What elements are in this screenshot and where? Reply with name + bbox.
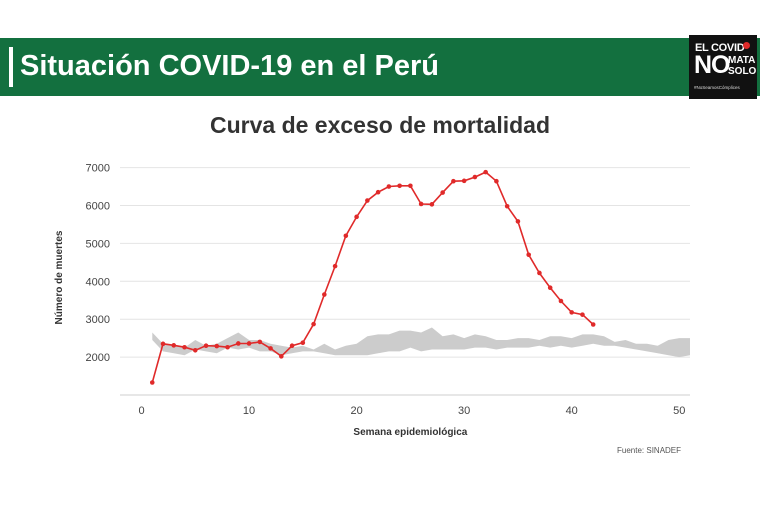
- x-tick-label: 40: [566, 405, 578, 417]
- logo-line-1: EL COVID: [695, 42, 745, 54]
- data-point: [354, 214, 359, 220]
- chart-gridlines: [120, 167, 690, 358]
- banner-accent-bar: [9, 47, 13, 87]
- data-point: [203, 343, 209, 349]
- x-tick-label: 50: [673, 405, 685, 417]
- x-tick-label: 10: [243, 405, 255, 417]
- x-axis-ticks: 0 10 20 30 40 50: [138, 405, 685, 417]
- data-point: [214, 343, 220, 349]
- data-point: [192, 347, 198, 353]
- data-point: [225, 344, 230, 350]
- data-point: [558, 298, 564, 304]
- data-point: [440, 190, 445, 195]
- data-point: [418, 201, 424, 207]
- data-point: [397, 183, 402, 189]
- data-point: [343, 233, 349, 239]
- data-point: [149, 380, 155, 385]
- data-point: [365, 198, 370, 203]
- x-tick-label: 0: [138, 405, 144, 417]
- expected-range-band: [152, 327, 691, 358]
- band-area: [152, 327, 691, 358]
- data-point: [429, 202, 435, 207]
- data-point: [483, 169, 488, 175]
- data-point: [386, 184, 392, 189]
- logo-line-2: NO: [694, 51, 730, 79]
- banner-title: Situación COVID-19 en el Perú: [20, 50, 439, 82]
- y-axis-ticks: 2000 3000 4000 5000 6000 7000: [86, 163, 110, 365]
- y-tick-label: 6000: [86, 200, 110, 212]
- data-point: [268, 346, 273, 351]
- source-note: Fuente: SINADEF: [617, 446, 682, 455]
- y-tick-label: 3000: [86, 314, 110, 326]
- data-point: [408, 183, 413, 189]
- data-point: [182, 344, 187, 350]
- virus-icon: [743, 42, 750, 49]
- x-tick-label: 30: [458, 405, 470, 417]
- campaign-logo: EL COVID NO MATA SOLO #NoSeamosCómplices: [689, 35, 757, 99]
- deaths-series: [149, 169, 596, 385]
- logo-line-4: SOLO: [728, 66, 757, 77]
- y-tick-label: 7000: [86, 163, 110, 175]
- data-point: [236, 341, 241, 346]
- data-point: [590, 322, 596, 327]
- data-point: [494, 178, 499, 184]
- y-tick-label: 2000: [86, 352, 110, 364]
- data-point: [279, 354, 284, 359]
- data-point: [569, 310, 574, 315]
- data-point: [472, 174, 478, 180]
- data-point: [332, 263, 338, 269]
- logo-hashtag: #NoSeamosCómplices: [694, 85, 740, 90]
- y-tick-label: 5000: [86, 238, 110, 250]
- data-point: [246, 341, 252, 346]
- x-tick-label: 20: [350, 405, 362, 417]
- data-point: [526, 252, 531, 258]
- header-banner: Situación COVID-19 en el Perú: [0, 38, 760, 96]
- data-point: [547, 285, 553, 291]
- data-point: [300, 340, 306, 345]
- y-tick-label: 4000: [86, 276, 110, 288]
- data-point: [257, 339, 263, 345]
- data-point: [171, 343, 177, 348]
- data-point: [537, 270, 542, 276]
- x-axis-label: Semana epidemiológica: [353, 427, 467, 438]
- data-point: [451, 178, 456, 184]
- data-point: [515, 219, 521, 224]
- data-point: [160, 341, 166, 347]
- data-point: [322, 292, 327, 297]
- data-point: [289, 343, 295, 349]
- data-point: [461, 178, 467, 184]
- data-point: [311, 321, 316, 327]
- chart-title: Curva de exceso de mortalidad: [209, 112, 550, 138]
- data-point: [375, 189, 381, 195]
- data-point: [504, 203, 510, 209]
- logo-line-3: MATA: [728, 55, 756, 66]
- data-point: [580, 312, 585, 317]
- y-axis-label: Número de muertes: [54, 230, 65, 324]
